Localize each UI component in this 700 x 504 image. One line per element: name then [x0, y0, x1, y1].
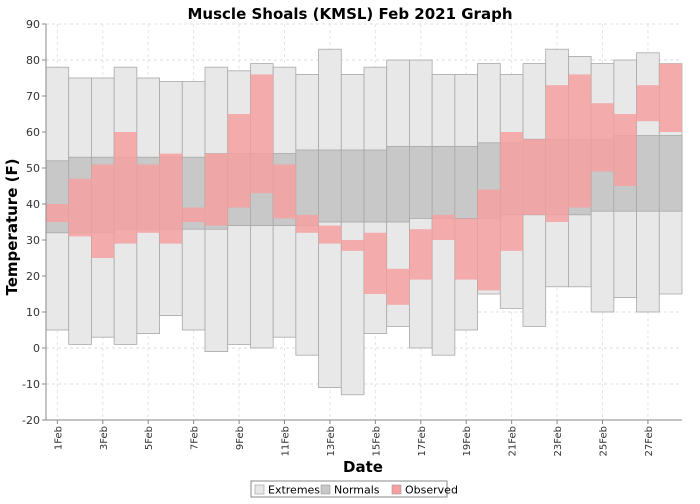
observed-bar [568, 74, 592, 208]
observed-bar [114, 132, 137, 244]
normals-bar [363, 149, 388, 223]
observed-bar [318, 225, 342, 244]
y-tick-label: 80 [26, 54, 40, 67]
observed-bar [341, 240, 364, 251]
y-tick-label: -10 [22, 378, 40, 391]
y-tick-label: 90 [26, 18, 40, 31]
normals-bar [409, 145, 433, 219]
observed-bar [386, 268, 410, 305]
observed-bar [227, 114, 251, 208]
x-tick-label: 25Feb [599, 426, 610, 456]
observed-bar [136, 164, 160, 233]
observed-bar [636, 85, 660, 122]
x-tick-label: 27Feb [644, 426, 655, 456]
observed-bar [159, 153, 183, 244]
y-axis-label: Temperature (F) [3, 158, 21, 295]
extremes-bar [340, 74, 365, 396]
observed-bar [613, 114, 637, 186]
observed-bar [182, 207, 205, 222]
x-tick-label: 9Feb [235, 426, 246, 450]
observed-bar [250, 74, 274, 194]
x-tick-label: 7Feb [190, 426, 201, 450]
normals-bar [636, 135, 660, 212]
observed-legend-label: Observed [405, 484, 458, 497]
legend: Extremes Normals Observed [250, 480, 458, 498]
normals-bar [318, 149, 342, 223]
observed-bar [364, 232, 387, 294]
y-tick-label: 30 [26, 234, 40, 247]
observed-bar [454, 218, 478, 280]
y-tick-label: 0 [33, 342, 40, 355]
observed-bar [432, 214, 455, 240]
observed-bar [295, 214, 319, 233]
normals-bar [431, 145, 456, 219]
normals-bar [340, 149, 365, 223]
y-tick-label: 20 [26, 270, 40, 283]
observed-bar [91, 164, 115, 258]
y-tick-label: 40 [26, 198, 40, 211]
y-tick-label: -20 [22, 414, 40, 427]
x-tick-label: 3Feb [99, 426, 110, 450]
observed-bar [409, 229, 433, 280]
x-tick-label: 11Feb [281, 426, 292, 456]
observed-bar [205, 153, 228, 226]
observed-bar [523, 139, 546, 215]
x-axis-label: Date [343, 458, 383, 476]
observed-bar [545, 85, 569, 222]
extremes-legend-swatch [254, 484, 265, 495]
observed-bar [659, 63, 682, 132]
observed-bar [591, 103, 614, 172]
normals-legend-label: Normals [334, 484, 380, 497]
x-tick-label: 23Feb [553, 426, 564, 456]
normals-legend-swatch [320, 484, 331, 495]
observed-bar [273, 164, 296, 219]
x-tick-label: 17Feb [417, 426, 428, 456]
normals-bar [454, 145, 478, 219]
chart-title: Muscle Shoals (KMSL) Feb 2021 Graph [188, 5, 513, 23]
y-tick-label: 70 [26, 90, 40, 103]
observed-bar [68, 178, 92, 237]
normals-bar [658, 135, 683, 212]
y-tick-label: 10 [26, 306, 40, 319]
observed-legend-swatch [391, 484, 402, 495]
x-tick-label: 19Feb [462, 426, 473, 456]
observed-bar [477, 189, 501, 291]
x-tick-label: 15Feb [371, 426, 382, 456]
observed-bar [46, 204, 69, 222]
y-tick-label: 60 [26, 126, 40, 139]
y-tick-label: 50 [26, 162, 40, 175]
x-tick-label: 1Feb [53, 426, 64, 450]
x-tick-label: 5Feb [144, 426, 155, 450]
normals-bar [295, 149, 319, 226]
x-tick-label: 13Feb [326, 426, 337, 456]
normals-bar [386, 145, 410, 223]
x-tick-label: 21Feb [508, 426, 519, 456]
observed-bar [500, 132, 523, 251]
extremes-legend-label: Extremes [268, 484, 320, 497]
